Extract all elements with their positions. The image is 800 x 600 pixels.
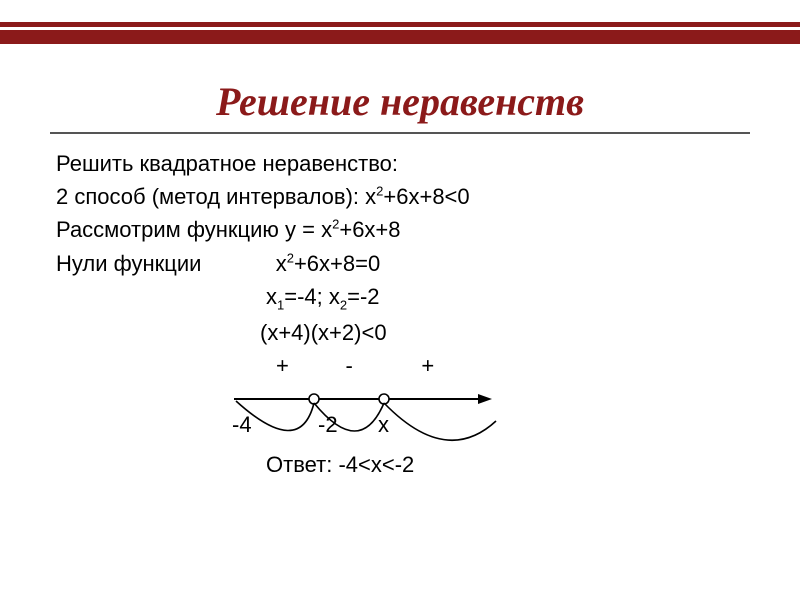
header-bar-thin: [0, 22, 800, 27]
line-zeros: Нули функции x2+6x+8=0: [56, 248, 756, 279]
text: =-4; x: [284, 284, 340, 309]
header-bar-thick: [0, 30, 800, 44]
text: +6x+8: [339, 217, 400, 242]
line-function: Рассмотрим функцию y = x2+6x+8: [56, 214, 756, 245]
text: x: [276, 251, 287, 276]
text: 2 способ (метод интервалов): x: [56, 184, 376, 209]
exponent: 2: [287, 250, 294, 265]
sign-minus: -: [320, 350, 378, 381]
number-line-svg: [226, 381, 526, 471]
text: Рассмотрим функцию y = x: [56, 217, 332, 242]
text: =-2: [347, 284, 379, 309]
line-problem: Решить квадратное неравенство:: [56, 148, 756, 179]
axis-label-m4: -4: [232, 409, 252, 440]
header-square: [768, 30, 782, 44]
line-method: 2 способ (метод интервалов): x2+6x+8<0: [56, 181, 756, 212]
title-underline: [50, 132, 750, 134]
header-bars: [0, 22, 800, 44]
sign-plus: +: [276, 350, 314, 381]
text: x: [266, 284, 277, 309]
line-roots: x1=-4; x2=-2: [56, 281, 756, 315]
text: +6x+8<0: [383, 184, 469, 209]
slide-content: Решить квадратное неравенство: 2 способ …: [56, 148, 756, 482]
sign-row: + - +: [56, 350, 756, 381]
label: Нули функции: [56, 251, 201, 276]
line-factored: (x+4)(x+2)<0: [56, 317, 756, 348]
number-line: -4 -2 x: [56, 381, 756, 451]
slide-title: Решение неравенств: [0, 78, 800, 125]
axis-label-x: x: [378, 409, 389, 440]
sign-plus: +: [384, 350, 434, 381]
text: +6x+8=0: [294, 251, 380, 276]
axis-label-m2: -2: [318, 409, 338, 440]
